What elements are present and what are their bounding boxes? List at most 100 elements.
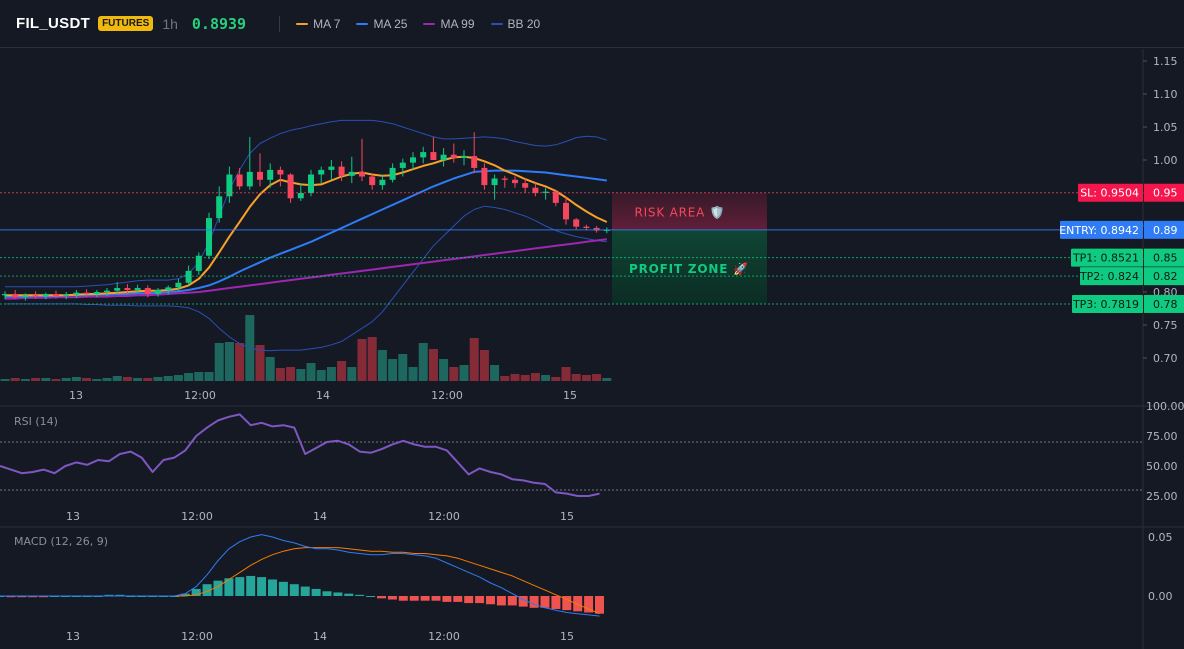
macd-histogram-bar <box>573 596 583 612</box>
sl-axis-tag <box>1144 183 1184 202</box>
candle-body <box>53 293 59 296</box>
candle-body <box>195 255 202 271</box>
macd-histogram-bar <box>246 575 256 596</box>
volume-bar <box>296 369 306 381</box>
bb20-label: BB 20 <box>507 16 541 31</box>
volume-bar <box>510 374 520 381</box>
volume-bar <box>224 342 234 381</box>
macd-histogram-bar <box>377 596 386 599</box>
entry-axis-value: 0.89 <box>1153 224 1178 237</box>
volume-bar <box>163 376 173 381</box>
interval-label[interactable]: 1h <box>162 15 178 32</box>
candle-body <box>583 226 590 228</box>
candle-body <box>338 166 345 176</box>
volume-bar <box>418 343 428 381</box>
ma7-line <box>5 155 608 297</box>
volume-bar <box>184 373 194 381</box>
tp1-axis-tag <box>1144 248 1184 267</box>
macd-histogram-bar <box>507 596 517 606</box>
macd-histogram-bar <box>278 581 288 596</box>
bb-upper-line <box>5 119 607 288</box>
volume-bar <box>20 379 30 381</box>
volume-bar <box>490 365 500 381</box>
moving-averages-layer <box>5 155 608 300</box>
macd-histogram-bar <box>562 596 572 611</box>
macd-histogram-bar <box>442 596 452 602</box>
candle-body <box>348 171 355 176</box>
candle-body <box>308 174 314 193</box>
volume-bar <box>357 339 367 381</box>
candle-body <box>318 169 325 175</box>
macd-histogram-bar <box>191 588 201 596</box>
volume-bar <box>469 338 479 381</box>
macd-histogram-bar <box>224 578 234 596</box>
axes-layer: 1.151.101.051.000.950.900.850.800.750.70… <box>66 55 1178 643</box>
volume-bar <box>551 377 561 381</box>
volume-bar <box>275 368 285 381</box>
macd-histogram-bar <box>268 579 277 596</box>
levels-layer <box>0 192 1143 305</box>
legend-ma99[interactable]: MA 99 <box>423 17 475 31</box>
tp3-box <box>1072 294 1143 313</box>
last-price: 0.8939 <box>191 14 247 33</box>
candle-body <box>22 295 29 298</box>
candle-body <box>461 156 467 159</box>
price-tick-label: 1.10 <box>1153 88 1178 101</box>
tp2-axis-tag <box>1144 267 1184 286</box>
tp1-axis-value: 0.85 <box>1153 252 1178 265</box>
entry-label: ENTRY: 0.8942 <box>1059 224 1139 237</box>
volume-bar <box>326 367 336 381</box>
candle-body <box>552 191 559 203</box>
candle-body <box>297 193 304 199</box>
price-tick-label: 0.75 <box>1153 319 1178 332</box>
candle-body <box>563 202 569 220</box>
candle-body <box>430 152 437 160</box>
macd-histogram-bar <box>551 596 561 609</box>
macd-histogram-bar <box>289 584 299 596</box>
macd-histogram-bar <box>17 596 27 598</box>
candle-body <box>246 171 253 187</box>
volume-bar <box>377 350 387 381</box>
candle-body <box>379 179 386 186</box>
profit-zone <box>612 229 767 304</box>
time-label-rsi: 15 <box>560 510 574 523</box>
volume-bar <box>520 375 530 381</box>
macd-histogram-bar <box>311 588 321 596</box>
candle-body <box>155 290 161 294</box>
legend-ma7[interactable]: MA 7 <box>296 17 340 31</box>
candle-body <box>63 294 70 296</box>
ma99-swatch <box>423 22 436 25</box>
volume-bar <box>530 373 540 381</box>
legend-bb20[interactable]: BB 20 <box>490 16 541 31</box>
volume-bar <box>112 376 122 381</box>
macd-histogram-bar <box>584 596 594 613</box>
symbol-label[interactable]: FIL_USDT <box>16 15 91 32</box>
macd-histogram-bar <box>420 596 430 601</box>
entry-axis-tag <box>1144 220 1184 239</box>
macd-tick-label: 0.00 <box>1148 590 1173 603</box>
ma7-label: MA 7 <box>313 16 341 31</box>
ma25-swatch <box>356 22 369 25</box>
volume-bar <box>133 378 143 381</box>
legend-ma25[interactable]: MA 25 <box>356 17 407 31</box>
macd-line <box>0 534 600 617</box>
time-label-main: 15 <box>563 389 577 402</box>
volume-bar <box>541 375 551 381</box>
volume-bar <box>82 378 92 381</box>
price-labels-layer: SL: 0.9504 0.95 ENTRY: 0.8942 0.89 TP1: 0.85… <box>1059 183 1184 313</box>
candle-body <box>206 218 212 256</box>
tp3-label: TP3: 0.7819 <box>1072 298 1139 311</box>
volume-bar <box>204 372 214 381</box>
macd-histogram-bar <box>387 596 397 600</box>
candle-body <box>165 287 172 291</box>
header-divider <box>279 15 281 32</box>
tp3-axis-value: 0.78 <box>1153 298 1178 311</box>
rsi-tick-label: 50.00 <box>1146 460 1178 473</box>
volume-bar <box>214 343 224 381</box>
macd-histogram-bar <box>39 596 49 598</box>
candle-body <box>267 169 274 180</box>
bb-lower-line <box>5 205 607 352</box>
macd-tick-label: 0.05 <box>1148 531 1173 544</box>
candle-body <box>175 282 182 288</box>
